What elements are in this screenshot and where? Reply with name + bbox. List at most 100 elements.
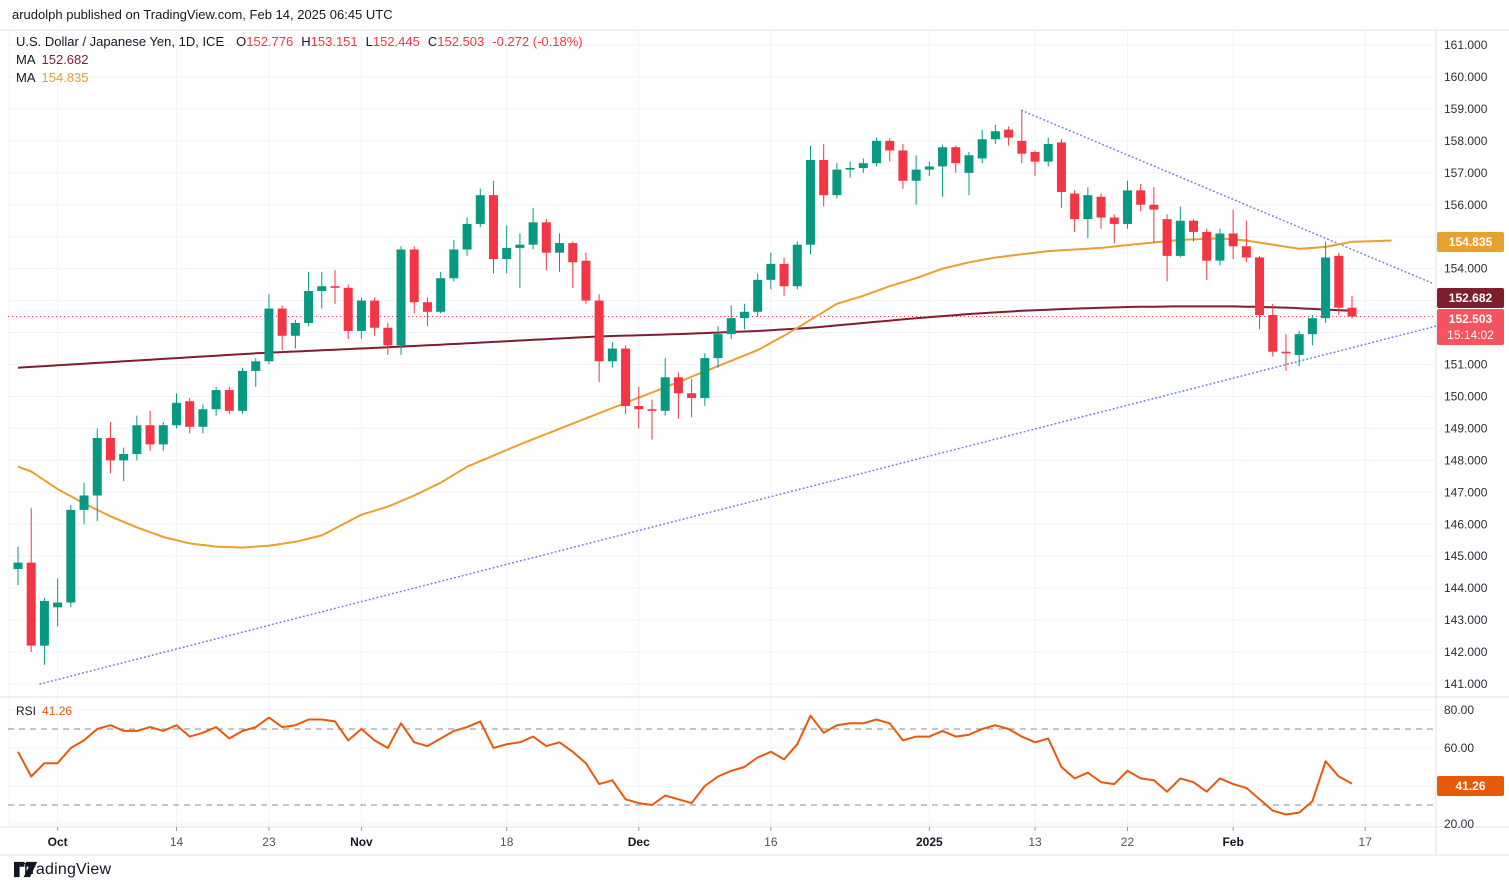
legend-ma2-row: MA 154.835 xyxy=(16,69,583,86)
candle-body xyxy=(185,401,195,427)
candle-body xyxy=(885,140,895,151)
candle-body xyxy=(647,409,657,411)
candle-body xyxy=(251,361,261,371)
price-axis-label: 148.000 xyxy=(1444,453,1488,467)
descending-resistance-trendline xyxy=(1021,109,1433,284)
candle-body xyxy=(356,300,366,331)
candle-body xyxy=(92,437,102,496)
candle-body xyxy=(964,155,974,173)
countdown-timer: 15:14:02 xyxy=(1447,328,1494,342)
ohlc-open: O152.776 xyxy=(236,34,294,49)
candle-body xyxy=(1017,140,1027,154)
time-axis-label: 2025 xyxy=(916,835,943,849)
candle-body xyxy=(171,402,181,426)
candle-body xyxy=(515,244,525,248)
candle-body xyxy=(462,223,472,250)
candle-body xyxy=(1109,217,1119,224)
time-axis-label: 23 xyxy=(262,835,276,849)
ma1-axis-price-label: 152.682 xyxy=(1437,288,1504,308)
candle-body xyxy=(872,140,882,164)
candle-body xyxy=(700,358,710,399)
candle-body xyxy=(449,249,459,279)
candle-body xyxy=(383,327,393,346)
candle-body xyxy=(687,393,697,399)
last-price-axis-label: 152.503 15:14:02 xyxy=(1437,309,1504,345)
candle-body xyxy=(1294,334,1304,355)
legend-ma1-row: MA 152.682 xyxy=(16,51,583,68)
time-axis-label: Nov xyxy=(350,835,373,849)
price-axis-label: 156.000 xyxy=(1444,198,1488,212)
candle-body xyxy=(396,249,406,346)
candle-body xyxy=(53,602,63,608)
candle-body xyxy=(1083,195,1093,220)
candle-body xyxy=(158,425,168,445)
candle-body xyxy=(238,370,248,411)
candle-body xyxy=(1255,257,1265,315)
candle-body xyxy=(753,279,763,312)
chart-legend: U.S. Dollar / Japanese Yen, 1D, ICE O152… xyxy=(16,33,583,86)
candle-body xyxy=(766,263,776,280)
candle-body xyxy=(528,222,538,245)
tradingview-logo[interactable]: TradingView xyxy=(14,861,111,879)
rsi-value: 41.26 xyxy=(42,704,73,718)
candle-body xyxy=(726,318,736,335)
candle-body xyxy=(132,425,142,454)
candle-body xyxy=(1347,307,1357,317)
candle-body xyxy=(1241,246,1251,258)
time-axis-label: 14 xyxy=(170,835,184,849)
price-axis-label: 158.000 xyxy=(1444,134,1488,148)
candle-body xyxy=(898,150,908,181)
candle-body xyxy=(924,166,934,170)
price-axis-label: 154.000 xyxy=(1444,262,1488,276)
symbol-title[interactable]: U.S. Dollar / Japanese Yen, 1D, ICE xyxy=(16,34,225,49)
candle-body xyxy=(79,495,89,510)
candle-body xyxy=(198,409,208,427)
price-axis-label: 150.000 xyxy=(1444,389,1488,403)
price-axis-label: 146.000 xyxy=(1444,517,1488,531)
candle-body xyxy=(1202,231,1212,261)
candle-body xyxy=(1043,144,1053,162)
candle-body xyxy=(26,562,36,646)
rsi-axis-value-label: 41.26 xyxy=(1437,776,1504,796)
time-axis-label: 17 xyxy=(1359,835,1373,849)
candle-body xyxy=(119,453,129,461)
ma2-axis-price-label: 154.835 xyxy=(1437,232,1504,252)
candle-body xyxy=(568,243,578,263)
last-price: 152.503 xyxy=(1448,312,1493,326)
candle-body xyxy=(290,322,300,336)
time-axis-label: 16 xyxy=(764,835,778,849)
candle-body xyxy=(541,222,551,253)
candle-body xyxy=(951,147,961,164)
ma1-line xyxy=(17,305,1353,369)
candle-body xyxy=(502,247,512,260)
tradingview-icon xyxy=(14,861,38,878)
ma2-value: 154.835 xyxy=(41,70,89,85)
candle-body xyxy=(713,334,723,359)
ma1-label: MA xyxy=(16,52,36,67)
candle-body xyxy=(277,308,287,336)
candle-body xyxy=(330,286,340,288)
candle-body xyxy=(1149,204,1159,210)
price-axis-label: 143.000 xyxy=(1444,613,1488,627)
legend-symbol-row: U.S. Dollar / Japanese Yen, 1D, ICE O152… xyxy=(16,33,583,50)
candle-body xyxy=(13,562,23,569)
time-axis-label: Feb xyxy=(1222,835,1243,849)
change-value: -0.272 (-0.18%) xyxy=(492,34,583,49)
time-axis-label: 22 xyxy=(1121,835,1135,849)
price-axis-label: 157.000 xyxy=(1444,166,1488,180)
candle-body xyxy=(1307,318,1317,335)
rsi-axis-label: 20.00 xyxy=(1444,817,1474,831)
ohlc-low: L152.445 xyxy=(365,34,420,49)
candle-body xyxy=(805,160,815,245)
candle-body xyxy=(819,160,829,196)
candle-body xyxy=(581,260,591,301)
candle-body xyxy=(858,163,868,169)
price-axis-label: 161.000 xyxy=(1444,38,1488,52)
price-axis-label: 144.000 xyxy=(1444,581,1488,595)
price-axis-label: 142.000 xyxy=(1444,645,1488,659)
candle-body xyxy=(1175,220,1185,256)
candle-body xyxy=(409,249,419,303)
price-axis-label: 159.000 xyxy=(1444,102,1488,116)
